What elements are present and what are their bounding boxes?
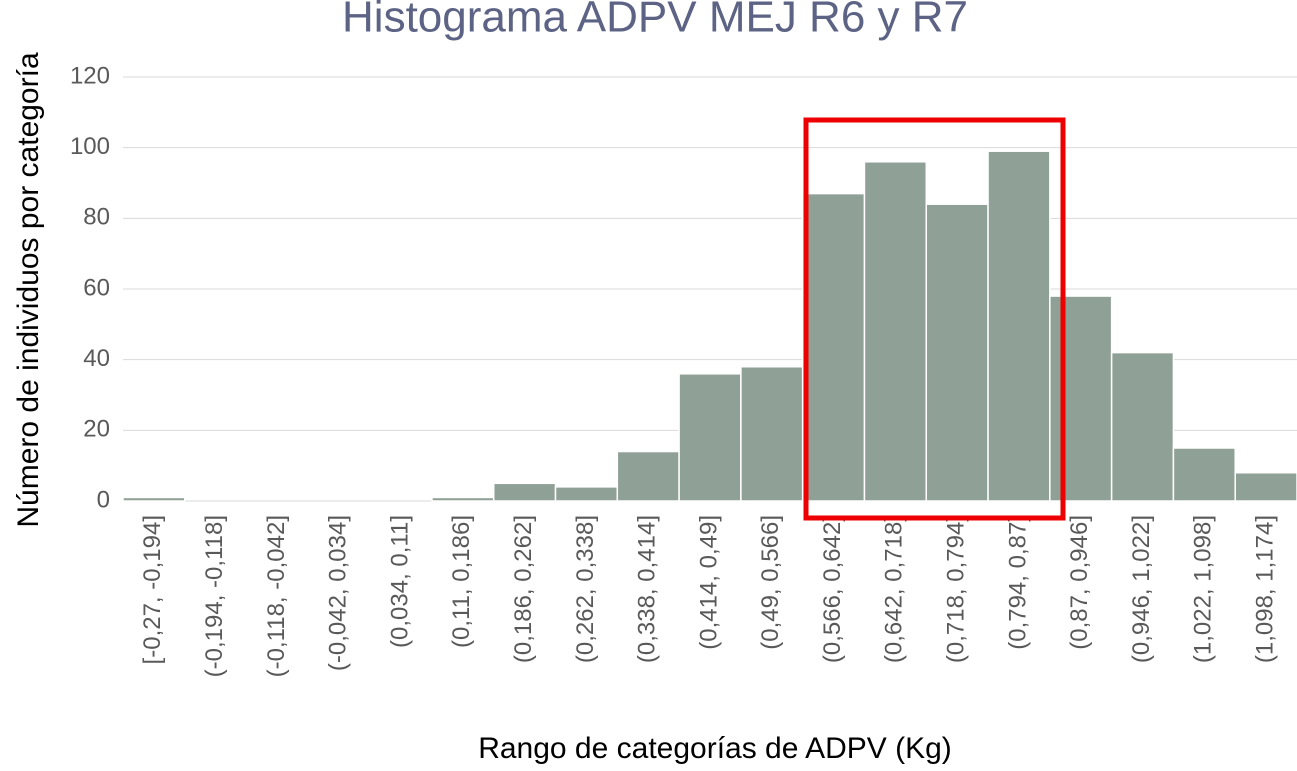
x-tick-label: (0,11, 0,186] (448, 515, 475, 648)
x-tick-label: (0,794, 0,87] (1004, 515, 1031, 650)
bar (740, 365, 804, 502)
x-tick-label: (0,186, 0,262] (510, 515, 537, 663)
bar (492, 482, 557, 502)
x-tick-label: (0,642, 0,718] (881, 515, 908, 663)
bar (1110, 351, 1175, 502)
y-tick-label: 120 (70, 62, 110, 89)
bar (925, 203, 989, 502)
bar (801, 192, 866, 502)
y-tick-label: 100 (70, 133, 110, 160)
bar (554, 486, 619, 502)
y-tick-label: 20 (83, 416, 110, 443)
bar (122, 496, 186, 502)
x-tick-label: (0,87, 0,946] (1066, 515, 1093, 650)
bar (863, 161, 928, 502)
y-tick-label: 60 (83, 274, 110, 301)
x-tick-label: (0,718, 0,794] (943, 515, 970, 663)
y-tick-label: 0 (97, 486, 110, 513)
bar (987, 150, 1051, 502)
bar (431, 496, 495, 502)
x-tick-label: (-0,194, -0,118] (201, 515, 228, 677)
x-tick-label: [-0,27, -0,194] (139, 515, 166, 664)
x-tick-label: (1,022, 1,098] (1190, 515, 1217, 663)
x-axis-label: Rango de categorías de ADPV (Kg) (478, 732, 952, 765)
x-tick-label: (0,262, 0,338] (572, 515, 599, 663)
x-tick-label: (0,566, 0,642] (819, 515, 846, 663)
x-tick-label: (-0,042, 0,034] (325, 515, 352, 671)
y-axis-label: Número de individuos por categoría (12, 52, 45, 528)
x-tick-label: (1,098, 1,174] (1251, 515, 1278, 663)
y-tick-label: 80 (83, 204, 110, 231)
x-tick-label: (0,414, 0,49] (695, 515, 722, 650)
highlight-box (803, 117, 1066, 521)
bar (1234, 471, 1297, 502)
chart-title: Histograma ADPV MEJ R6 y R7 (342, 0, 968, 42)
y-tick-label: 40 (83, 345, 110, 372)
bar (678, 373, 742, 502)
x-tick-label: (-0,118, -0,042] (263, 515, 290, 677)
bar (616, 450, 680, 502)
x-tick-label: (0,49, 0,566] (757, 515, 784, 650)
bar (1172, 447, 1236, 502)
x-tick-label: (0,946, 1,022] (1128, 515, 1155, 663)
x-tick-label: (0,338, 0,414] (634, 515, 661, 663)
x-tick-label: (0,034, 0,11] (386, 515, 413, 648)
bar (1049, 295, 1113, 502)
